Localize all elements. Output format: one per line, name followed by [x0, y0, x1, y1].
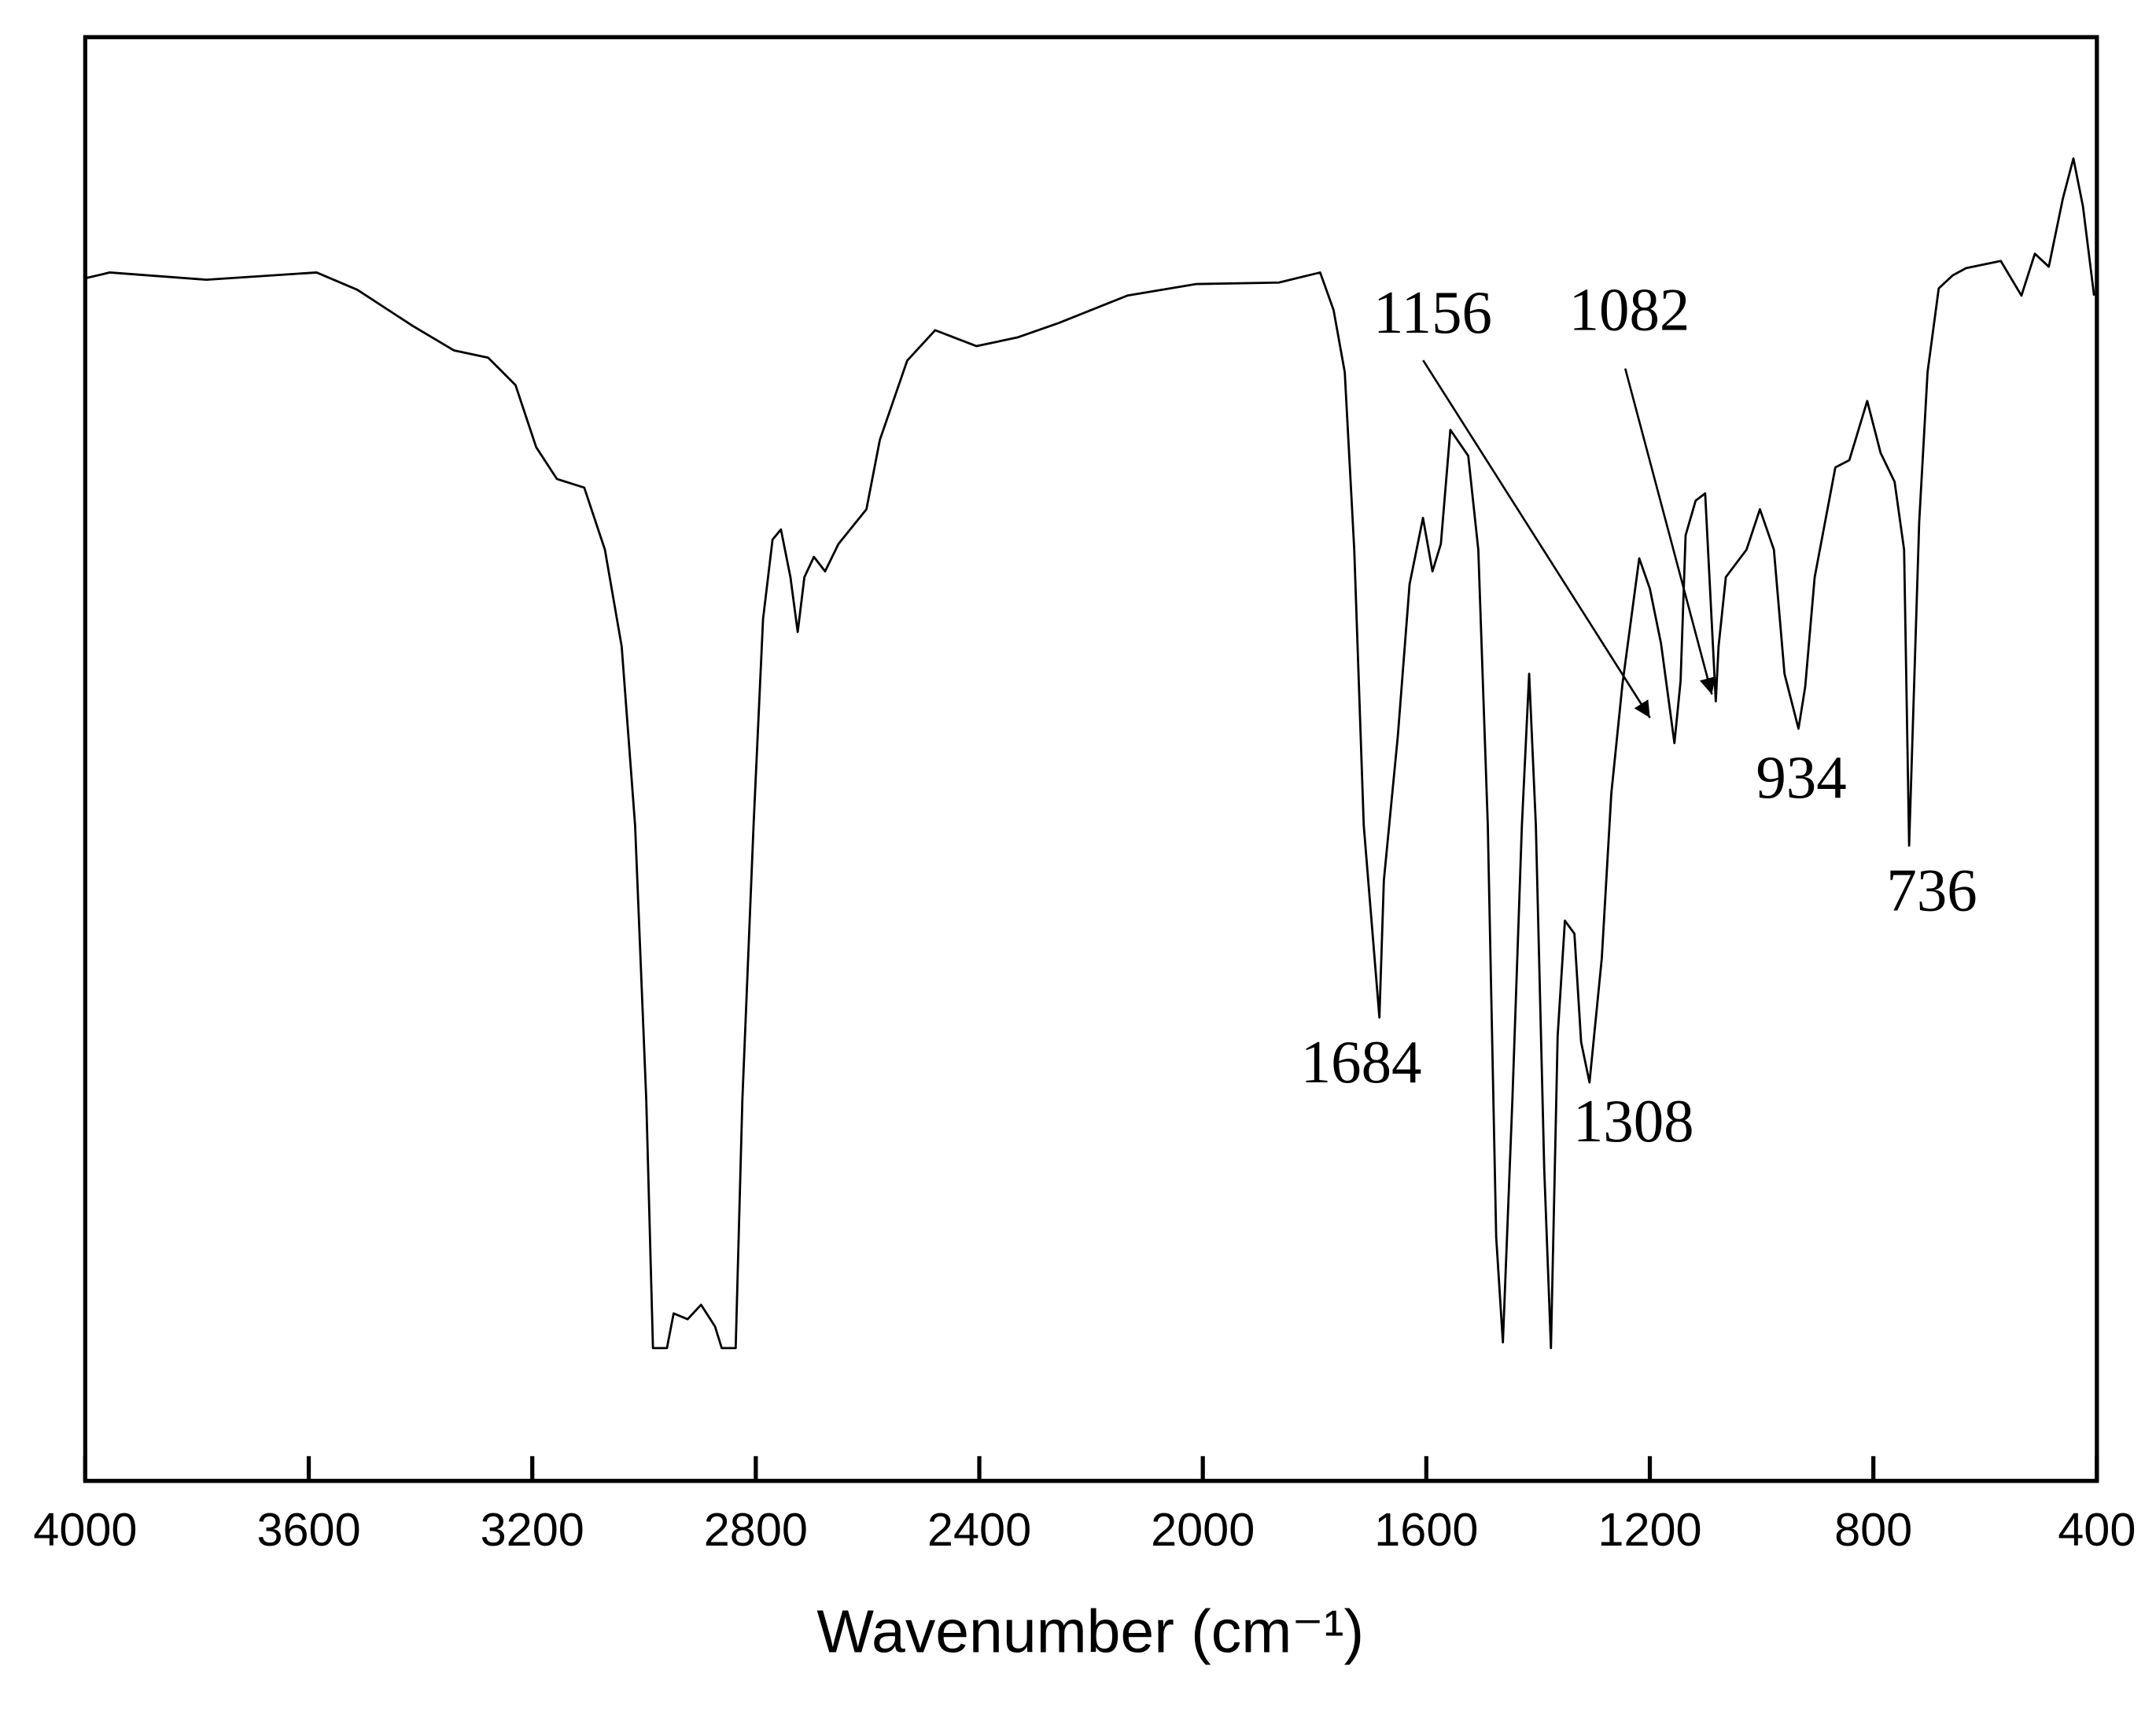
x-tick-label: 2800	[704, 1503, 808, 1556]
peak-label: 1082	[1569, 276, 1690, 344]
x-tick-label: 2000	[1151, 1503, 1255, 1556]
peak-label: 1308	[1573, 1087, 1694, 1155]
x-tick-label: 800	[1834, 1503, 1912, 1556]
x-tick-label: 3600	[256, 1503, 360, 1556]
x-axis-label: Wavenumber (cm⁻¹)	[816, 1598, 1364, 1666]
x-tick-label: 3200	[481, 1503, 584, 1556]
x-tick-label: 1200	[1598, 1503, 1701, 1556]
x-tick-label: 4000	[33, 1503, 137, 1556]
x-tick-label: 400	[2058, 1503, 2136, 1556]
plot-frame	[83, 35, 2099, 1483]
peak-label: 1684	[1301, 1028, 1422, 1096]
arrow	[1422, 359, 1651, 719]
x-tick-label: 2400	[927, 1503, 1031, 1556]
x-tick-label: 1600	[1374, 1503, 1478, 1556]
peak-label: 934	[1756, 743, 1846, 811]
peak-label: 1156	[1373, 278, 1492, 346]
spectrum-line	[85, 157, 2095, 1350]
arrow	[1623, 368, 1716, 695]
peak-label: 736	[1886, 856, 1977, 923]
